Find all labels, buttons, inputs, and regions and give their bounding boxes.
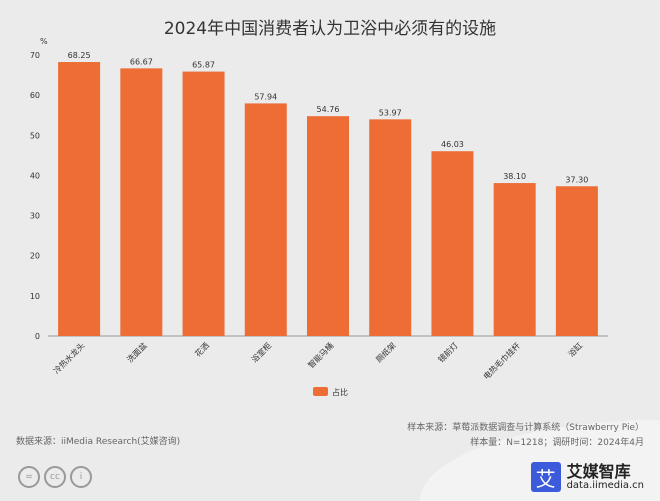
legend-swatch	[313, 387, 328, 396]
x-tick-label: 浴室柜	[249, 340, 273, 364]
license-icons: = cc i	[18, 466, 92, 488]
y-tick-label: 20	[30, 252, 40, 261]
y-tick-label: 0	[35, 332, 40, 341]
data-label: 54.76	[317, 105, 340, 114]
bar	[307, 116, 349, 337]
x-tick-label: 智能马桶	[306, 340, 336, 370]
x-tick-label: 厕纸架	[374, 340, 398, 364]
logo-url: data.iimedia.cn	[566, 480, 644, 491]
logo-name: 艾媒智库	[566, 462, 631, 481]
equals-icon: =	[18, 466, 40, 488]
data-label: 57.94	[254, 92, 277, 101]
person-icon: i	[70, 466, 92, 488]
sample-source: 样本来源：草莓派数据调查与计算系统（Strawberry Pie）	[407, 423, 644, 433]
legend-label: 占比	[332, 387, 348, 397]
logo: 艾 艾媒智库 data.iimedia.cn	[530, 462, 644, 492]
data-label: 68.25	[68, 51, 91, 60]
x-tick-label: 花洒	[193, 340, 211, 358]
bar	[244, 103, 287, 336]
data-source: 数据来源：iiMedia Research(艾媒咨询)	[16, 437, 181, 447]
bar	[431, 151, 474, 336]
x-tick-label: 冷热水龙头	[51, 340, 86, 375]
x-tick-label: 浴缸	[566, 340, 584, 358]
bar	[369, 119, 412, 336]
bar	[120, 68, 163, 337]
logo-mark: 艾	[530, 462, 561, 492]
bar	[58, 62, 101, 337]
y-tick-label: 60	[30, 91, 40, 100]
y-tick-label: 30	[30, 212, 40, 221]
data-label: 65.87	[192, 61, 215, 70]
y-axis-unit: %	[40, 37, 48, 46]
bar	[555, 186, 598, 336]
x-tick-label: 洗面盆	[125, 340, 149, 364]
sample-info: 样本量：N=1218；调研时间：2024年4月	[470, 438, 644, 448]
y-tick-label: 40	[30, 171, 40, 180]
data-label: 66.67	[130, 57, 153, 66]
chart-title: 2024年中国消费者认为卫浴中必须有的设施	[163, 19, 497, 39]
data-label: 53.97	[379, 108, 402, 117]
x-tick-label: 电热毛巾挂杆	[481, 340, 522, 381]
bar	[182, 71, 225, 336]
cc-icon: cc	[44, 466, 66, 488]
bar	[493, 183, 536, 336]
data-label: 37.30	[565, 175, 588, 184]
data-label: 46.03	[441, 140, 464, 149]
y-tick-label: 10	[30, 292, 40, 301]
data-label: 38.10	[503, 172, 526, 181]
x-tick-label: 镜前灯	[436, 340, 460, 364]
y-tick-label: 50	[30, 131, 40, 140]
y-tick-label: 70	[30, 51, 40, 60]
